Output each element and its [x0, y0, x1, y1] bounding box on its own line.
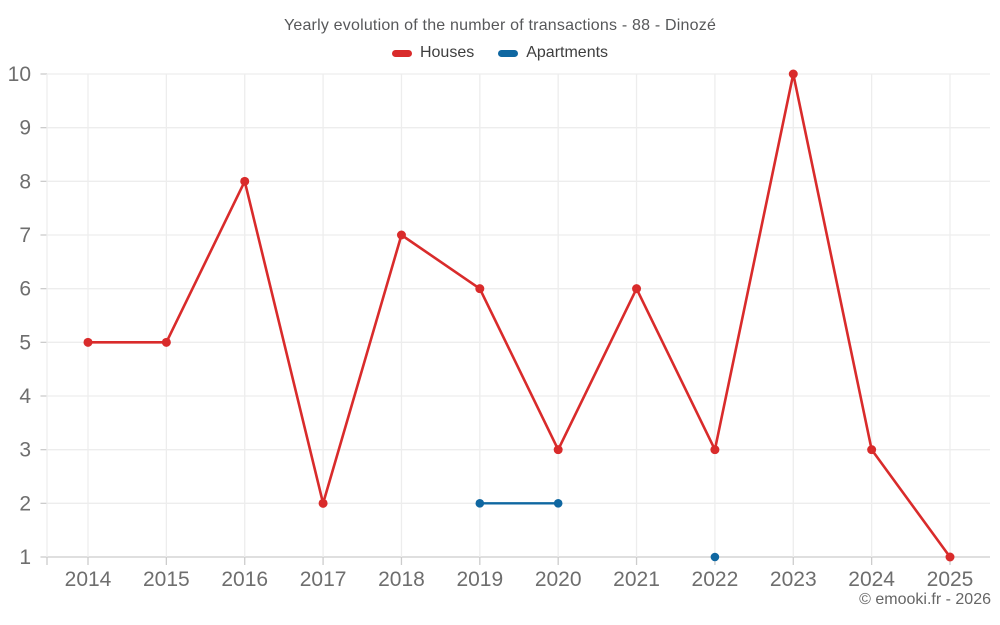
legend-label-houses: Houses [419, 44, 475, 61]
data-point-houses[interactable] [318, 498, 328, 508]
y-axis-tick-label: 5 [19, 331, 31, 354]
x-axis-tick-label: 2018 [378, 568, 425, 591]
data-point-houses[interactable] [632, 284, 642, 294]
watermark: © emooki.fr - 2026 [859, 591, 991, 608]
y-axis-tick-label: 4 [19, 385, 31, 408]
y-axis-tick-label: 10 [8, 63, 31, 86]
data-point-houses[interactable] [161, 337, 171, 347]
y-axis-tick-label: 2 [19, 492, 31, 515]
data-point-houses[interactable] [867, 445, 877, 455]
data-point-houses[interactable] [710, 445, 720, 455]
data-point-houses[interactable] [396, 230, 406, 240]
y-axis-tick-label: 7 [19, 224, 31, 247]
x-axis-tick-label: 2014 [65, 568, 112, 591]
chart-title: Yearly evolution of the number of transa… [283, 17, 717, 34]
legend-item-houses[interactable]: Houses [391, 44, 475, 62]
x-axis-tick-label: 2025 [927, 568, 974, 591]
x-axis-tick-label: 2017 [300, 568, 347, 591]
y-axis-tick-label: 9 [19, 117, 31, 140]
series-line-houses [86, 72, 952, 559]
y-axis-tick-label: 1 [19, 546, 31, 569]
x-axis-tick-label: 2015 [143, 568, 190, 591]
y-axis-tick-label: 8 [19, 170, 31, 193]
data-point-houses[interactable] [788, 69, 798, 79]
data-point-houses[interactable] [240, 176, 250, 186]
x-axis-tick-label: 2019 [456, 568, 503, 591]
x-axis-tick-label: 2023 [770, 568, 817, 591]
data-point-houses[interactable] [553, 445, 563, 455]
data-point-houses[interactable] [945, 552, 955, 562]
data-point-apartments[interactable] [553, 499, 563, 508]
x-axis-tick-label: 2016 [221, 568, 268, 591]
legend-item-apartments[interactable]: Apartments [498, 44, 608, 62]
apartments-series-swatch-icon [498, 49, 519, 57]
x-axis-tick-label: 2020 [535, 568, 582, 591]
x-axis-tick-label: 2022 [692, 568, 739, 591]
chart-legend: Houses Apartments [0, 44, 1000, 62]
legend-label-apartments: Apartments [526, 44, 609, 61]
data-point-houses[interactable] [475, 284, 485, 294]
x-axis-tick-label: 2024 [848, 568, 895, 591]
x-axis-tick-label: 2021 [613, 568, 660, 591]
data-point-apartments[interactable] [710, 552, 720, 562]
data-point-houses[interactable] [83, 337, 93, 347]
data-point-apartments[interactable] [475, 499, 485, 508]
y-axis-tick-label: 3 [19, 439, 31, 462]
houses-series-swatch-icon [391, 49, 412, 57]
y-axis-tick-label: 6 [19, 278, 31, 301]
